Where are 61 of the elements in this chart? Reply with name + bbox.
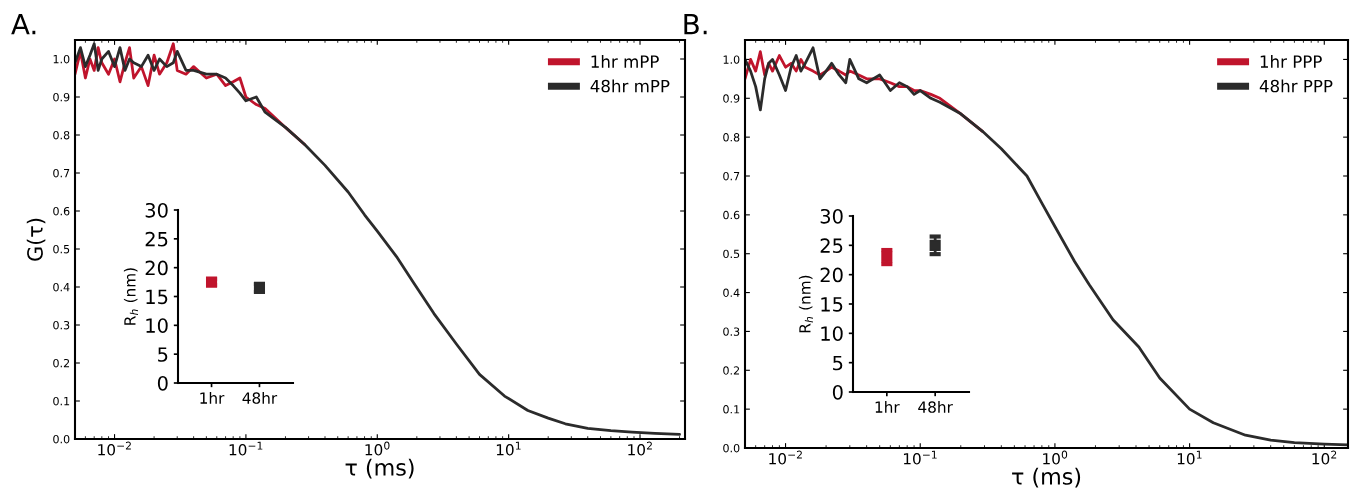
y-tick-label: 1.0 [723, 55, 740, 64]
chart-title: A. [11, 13, 36, 35]
x-tick-label: 10$^{2}$ [1312, 450, 1337, 465]
y-axis-title: R$_{h}$ (nm) [123, 268, 138, 325]
x-tick-label: 10$^{0}$ [1043, 450, 1068, 465]
y-tick-label: 25 [820, 238, 843, 253]
legend-label: 48hr PPP [1259, 79, 1333, 93]
y-axis-title: R$_{h}$ (nm) [798, 275, 813, 333]
y-tick-label: 5 [833, 355, 843, 371]
y-tick-label: 0 [157, 375, 168, 391]
y-tick-label: 0.8 [723, 133, 740, 142]
x-tick-label: 48hr [242, 392, 278, 404]
y-tick-label: 0.7 [723, 171, 740, 181]
y-tick-label: 0.4 [723, 288, 740, 297]
x-tick-label: 10$^{2}$ [628, 441, 652, 456]
x-axis-title: τ (ms) [345, 458, 414, 479]
y-tick-label: 0.1 [723, 405, 740, 414]
legend-label: 48hr mPP [590, 79, 670, 93]
y-tick-label: 25 [145, 231, 168, 247]
x-tick-label: 1hr [875, 401, 900, 413]
x-tick-label: 10$^{0}$ [365, 441, 390, 456]
y-tick-label: 0.2 [723, 366, 740, 375]
y-tick-label: 20 [820, 267, 843, 283]
y-tick-label: 0.3 [53, 320, 70, 330]
y-tick-label: 15 [146, 289, 168, 305]
y-tick-label: 0.4 [53, 282, 70, 292]
x-tick-label: 10$^{1}$ [1177, 450, 1202, 465]
y-tick-label: 1.0 [53, 54, 70, 64]
y-tick-label: 0.0 [723, 443, 740, 453]
x-tick-label: 10$^{1}$ [496, 441, 521, 456]
x-tick-label: 1hr [200, 392, 225, 404]
x-tick-label: 10$^{−1}$ [229, 441, 263, 456]
x-axis-title: τ (ms) [1012, 467, 1081, 488]
y-axis-title: G(τ) [26, 218, 46, 261]
y-tick-label: 0.5 [723, 249, 740, 259]
y-tick-label: 20 [145, 260, 168, 276]
x-tick-label: 10$^{−2}$ [769, 450, 802, 465]
y-tick-label: 10 [146, 318, 168, 333]
y-tick-label: 15 [821, 297, 843, 312]
y-tick-label: 0.3 [723, 327, 740, 336]
y-tick-label: 0.1 [53, 396, 70, 406]
x-tick-label: 10$^{−1}$ [903, 450, 937, 465]
y-tick-label: 0.2 [53, 358, 70, 368]
y-tick-label: 5 [158, 347, 168, 362]
y-tick-label: 0.7 [53, 168, 70, 178]
y-tick-label: 0.9 [723, 94, 740, 103]
y-tick-label: 0.6 [723, 210, 740, 220]
y-tick-label: 30 [820, 208, 843, 224]
legend-label: 1hr mPP [591, 55, 659, 68]
y-tick-label: 0 [832, 384, 843, 400]
y-tick-label: 30 [145, 202, 168, 218]
y-tick-label: 0.6 [53, 206, 70, 216]
chart-title: B. [684, 13, 707, 35]
y-tick-label: 0.0 [53, 434, 70, 444]
y-tick-label: 0.5 [53, 244, 70, 254]
legend-label: 1hr PPP [1260, 55, 1322, 68]
x-tick-label: 48hr [918, 401, 953, 413]
x-tick-label: 10$^{−2}$ [98, 441, 131, 456]
y-tick-label: 10 [821, 326, 843, 341]
y-tick-label: 0.9 [53, 92, 70, 102]
y-tick-label: 0.8 [53, 130, 70, 140]
